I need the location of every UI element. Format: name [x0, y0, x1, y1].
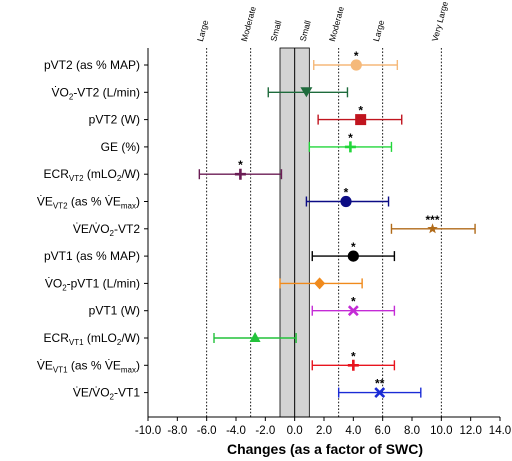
data-row: * [313, 49, 399, 71]
row-label: V̇O2-VT2 (L/min) [52, 85, 140, 101]
row-label: V̇E/V̇O2-VT2 [73, 222, 140, 238]
zone-label: Large [371, 19, 386, 43]
x-tick-label: 10.0 [430, 425, 452, 437]
x-tick-label: -6.0 [197, 425, 217, 437]
mean-marker [350, 59, 362, 71]
x-tick-label: -8.0 [167, 425, 187, 437]
zone-labels-layer: Large Moderate Small Small Moderate Large Very… [195, 0, 450, 43]
data-row [267, 87, 349, 98]
row-label: V̇E/V̇O2-VT1 [73, 386, 140, 402]
zone-label: Large [195, 19, 210, 43]
mean-marker [344, 141, 356, 153]
mean-marker [347, 305, 359, 317]
data-row [213, 332, 297, 343]
x-tick-label: 2.0 [316, 425, 332, 437]
data-row: ** [337, 377, 422, 399]
mean-marker [234, 168, 246, 180]
data-row: * [311, 349, 396, 371]
zone-label: Very Large [430, 0, 450, 43]
x-tick-label: -10.0 [135, 425, 161, 437]
data-row: * [308, 131, 393, 153]
row-label: pVT2 (W) [89, 113, 140, 127]
row-label: pVT2 (as % MAP) [44, 58, 140, 72]
swc-band-layer [279, 47, 310, 418]
row-label: ECRVT2 (mLO2/W) [44, 167, 140, 183]
zone-label: Small [268, 19, 283, 42]
row-labels-layer: pVT2 (as % MAP) V̇O2-VT2 (L/min) pVT2 (W) G… [37, 58, 140, 402]
data-row: * [305, 186, 390, 208]
x-tick-label: 6.0 [375, 425, 391, 437]
mean-marker [340, 195, 352, 208]
x-tick-label: 8.0 [404, 425, 420, 437]
mean-marker [427, 223, 438, 234]
x-tick-label: 12.0 [459, 425, 481, 437]
mean-marker [347, 359, 359, 371]
data-row: * [198, 158, 283, 180]
significance-marker: * [238, 158, 243, 172]
row-label: V̇O2-pVT1 (L/min) [45, 276, 140, 292]
x-tick-label: -2.0 [255, 425, 275, 437]
mean-marker [249, 332, 261, 342]
significance-marker: * [354, 49, 359, 63]
x-axis-title: Changes (as a factor of SWC) [227, 441, 423, 457]
axes-layer: -10.0 -8.0 -6.0 -4.0 -2.0 0.0 2.0 4.0 6.0 8.0 10.0… [135, 48, 511, 437]
row-label: V̇EVT1 (as % V̇Emax) [37, 358, 140, 374]
zone-label: Moderate [327, 5, 346, 43]
significance-marker: * [358, 104, 363, 118]
row-label: V̇EVT2 (as % V̇Emax) [37, 195, 140, 211]
zone-label: Moderate [239, 5, 258, 43]
significance-marker: ** [375, 377, 385, 391]
data-row: *** [390, 213, 476, 234]
x-tick-label: 14.0 [489, 425, 511, 437]
row-label: ECRVT1 (mLO2/W) [44, 331, 140, 347]
mean-marker [347, 250, 359, 262]
significance-marker: * [344, 186, 349, 200]
zone-label: Small [298, 19, 313, 42]
significance-marker: * [351, 349, 356, 363]
mean-marker [374, 387, 386, 399]
data-row [279, 277, 363, 290]
mean-marker [300, 87, 313, 98]
significance-marker: * [351, 295, 356, 309]
x-tick-label: 4.0 [345, 425, 361, 437]
significance-marker: * [348, 131, 353, 145]
data-row: * [311, 240, 396, 262]
mean-marker [355, 114, 367, 126]
significance-marker: *** [426, 213, 440, 227]
data-row: * [317, 104, 403, 126]
data-row: * [311, 295, 396, 317]
row-label: pVT1 (W) [89, 304, 140, 318]
row-label: pVT1 (as % MAP) [44, 249, 140, 263]
mean-marker [314, 277, 326, 290]
data-marks-layer: ************* [198, 49, 476, 399]
x-tick-label: 0.0 [287, 425, 303, 437]
significance-marker: * [351, 240, 356, 254]
threshold-lines-layer [206, 48, 442, 417]
x-tick-label: -4.0 [226, 425, 246, 437]
row-label: GE (%) [101, 140, 140, 154]
